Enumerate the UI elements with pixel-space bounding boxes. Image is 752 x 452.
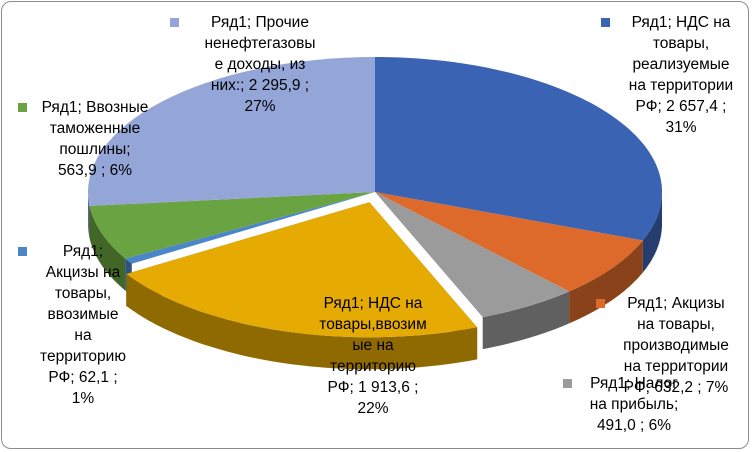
slice-7-top xyxy=(87,57,376,206)
legend-marker-customs-duties xyxy=(18,103,27,112)
data-label-vat-import: Ряд1; НДС на товары,ввозим ые на террито… xyxy=(319,295,427,417)
pie-top-faces xyxy=(87,56,663,338)
slice-2-top xyxy=(375,192,643,292)
legend-marker-vat-import xyxy=(294,299,303,308)
slice-5-top xyxy=(125,192,375,264)
data-label-vat-domestic: Ряд1; НДС на товары, реализуемые на терр… xyxy=(628,14,734,136)
slice-3-side xyxy=(482,291,570,350)
data-label-excise-domestic: Ряд1; Акцизы на товары, производимые на … xyxy=(623,295,729,396)
data-label-excise-import: Ряд1; Акцизы на товары, ввозимые на терр… xyxy=(40,243,126,407)
slice-6-top xyxy=(89,192,375,259)
slice-3-top xyxy=(375,192,570,318)
slice-7-side xyxy=(88,192,90,238)
slice-4-top xyxy=(126,202,478,338)
slice-2-side xyxy=(569,240,643,324)
legend-marker-other-income xyxy=(170,18,179,27)
slice-1-top xyxy=(375,56,663,241)
legend-marker-excise-domestic xyxy=(596,299,605,308)
data-label-other-income: Ряд1; Прочие ненефтегазовы е доходы, из … xyxy=(204,14,316,115)
legend-marker-vat-domestic xyxy=(601,18,610,27)
data-label-profit-tax: Ряд1; Налог на прибыль; 491,0 ; 6% xyxy=(589,375,679,434)
data-label-customs-duties: Ряд1; Ввозные таможенные пошлины; 563,9 … xyxy=(41,99,149,179)
legend-marker-profit-tax xyxy=(563,379,572,388)
slice-1-side xyxy=(642,192,662,273)
slice-6-side xyxy=(89,205,126,291)
slice-4-side xyxy=(126,274,478,370)
legend-marker-excise-import xyxy=(18,247,27,256)
